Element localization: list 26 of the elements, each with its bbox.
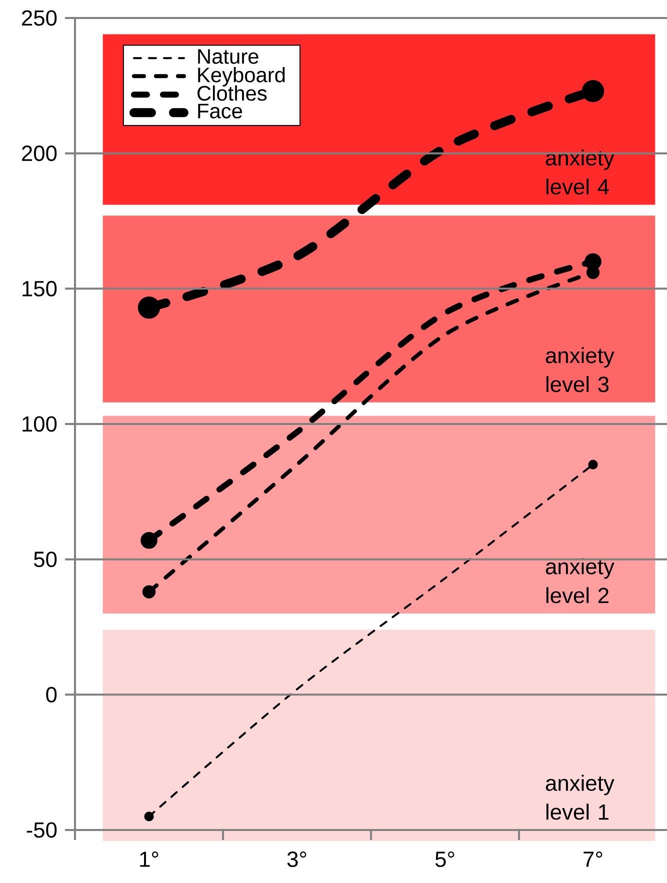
x-tick-label: 7° [584, 851, 602, 867]
legend-label: Clothes [198, 85, 267, 101]
band-label: anxiety level 2 [546, 558, 614, 604]
y-tick-label: 250 [22, 10, 57, 26]
x-tick-label: 5° [435, 851, 454, 868]
y-tick-label: -50 [26, 822, 57, 838]
band-label: anxiety level 4 [546, 150, 614, 195]
band-label: anxiety level 1 [546, 774, 614, 820]
point [138, 296, 160, 319]
legend-label: Face [198, 104, 242, 118]
legend-label: Keyboard [198, 66, 285, 86]
point [584, 253, 602, 270]
y-tick-label: 50 [34, 552, 57, 568]
band-label: anxiety level 3 [546, 347, 614, 392]
point [144, 812, 154, 822]
point [142, 585, 156, 598]
y-tick-label: 100 [22, 416, 57, 432]
y-tick-label: 150 [22, 280, 57, 296]
point [140, 532, 158, 549]
x-tick-label: 3° [287, 851, 306, 868]
y-tick-label: 0 [46, 686, 57, 702]
point [582, 80, 604, 102]
x-tick-label: 1° [140, 851, 158, 867]
y-tick-label: 200 [22, 146, 57, 162]
point [588, 460, 598, 470]
legend-label: Nature [198, 49, 258, 64]
